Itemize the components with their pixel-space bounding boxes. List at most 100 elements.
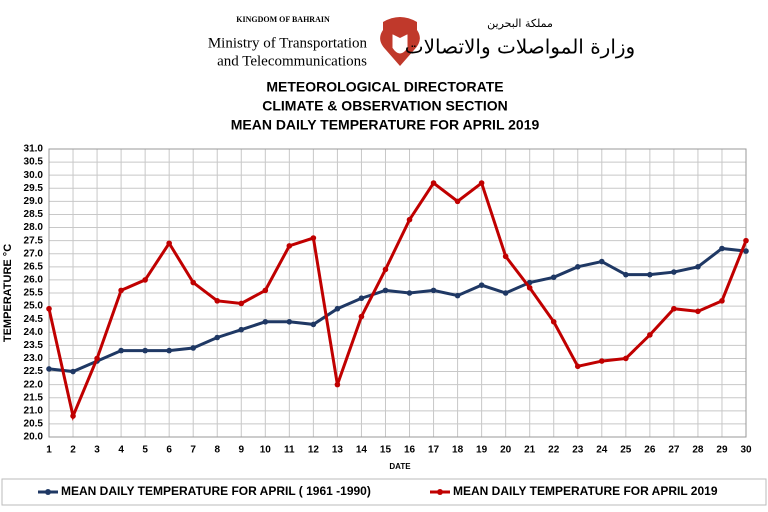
chart-subtitle: CLIMATE & OBSERVATION SECTION: [262, 98, 508, 114]
x-tick-label: 10: [260, 445, 272, 456]
point: [358, 313, 365, 320]
x-tick-label: 13: [332, 445, 344, 456]
point: [647, 332, 653, 338]
y-tick-label: 21.0: [24, 405, 44, 416]
point: [406, 216, 413, 223]
point: [430, 180, 437, 186]
ministry-name: Ministry of Transportation: [208, 35, 368, 51]
ministry-name: and Telecommunications: [217, 53, 367, 69]
point: [46, 305, 52, 312]
x-tick-label: 30: [740, 445, 752, 456]
point: [598, 258, 605, 265]
y-tick-label: 30.0: [24, 170, 44, 181]
x-tick-label: 14: [356, 445, 368, 456]
legend-box: [1, 478, 767, 506]
x-tick-label: 2: [70, 445, 76, 456]
y-tick-label: 24.0: [24, 327, 44, 338]
point: [478, 180, 485, 186]
point: [190, 279, 197, 286]
point: [550, 274, 557, 281]
point: [262, 287, 269, 294]
point: [262, 319, 269, 325]
point: [719, 298, 725, 304]
y-tick-label: 29.0: [24, 196, 44, 207]
point: [334, 305, 341, 312]
x-tick-label: 1: [46, 445, 52, 456]
x-tick-label: 29: [716, 445, 728, 456]
x-tick-label: 12: [308, 445, 320, 456]
y-tick-label: 28.5: [24, 209, 44, 220]
point: [454, 292, 461, 299]
arabic-country: مملكة البحرين: [487, 17, 553, 30]
point: [502, 290, 509, 296]
series-line: [48, 246, 747, 374]
chart-title: MEAN DAILY TEMPERATURE FOR APRIL 2019: [231, 117, 540, 133]
legend-label: MEAN DAILY TEMPERATURE FOR APRIL ( 1961 …: [61, 484, 371, 498]
country-name: KINGDOM OF BAHRAIN: [236, 15, 330, 24]
point: [647, 271, 653, 278]
point: [406, 290, 413, 296]
x-tick-label: 9: [238, 445, 244, 456]
legend-swatch: [45, 489, 51, 495]
point: [695, 308, 701, 315]
point: [190, 345, 197, 351]
point: [166, 347, 172, 354]
point: [46, 366, 52, 372]
y-tick-label: 21.5: [24, 392, 44, 403]
point: [719, 245, 725, 252]
point: [502, 253, 509, 260]
point: [623, 355, 629, 362]
x-tick-label: 25: [620, 445, 632, 456]
point: [743, 248, 749, 254]
point: [671, 269, 677, 275]
x-tick-label: 16: [404, 445, 416, 456]
x-tick-label: 3: [94, 445, 100, 456]
x-axis-label: DATE: [389, 462, 411, 471]
point: [526, 284, 533, 291]
point: [310, 235, 317, 241]
y-tick-label: 27.0: [24, 248, 44, 259]
x-tick-label: 4: [118, 445, 124, 456]
plot-border: [48, 148, 747, 438]
y-tick-label: 24.5: [24, 314, 44, 325]
x-tick-label: 26: [644, 445, 656, 456]
y-tick-label: 26.5: [24, 261, 44, 272]
point: [118, 287, 124, 294]
x-tick-label: 11: [284, 445, 295, 456]
x-tick-label: 7: [190, 445, 196, 456]
y-tick-label: 29.5: [24, 183, 44, 194]
chart-title: METEOROLOGICAL DIRECTORATE: [266, 79, 503, 95]
x-tick-label: 21: [524, 445, 536, 456]
arabic-ministry: وزارة المواصلات والاتصالات: [405, 35, 635, 59]
point: [142, 277, 148, 283]
y-tick-label: 25.5: [24, 288, 44, 299]
series-line: [47, 180, 748, 421]
x-tick-label: 15: [380, 445, 392, 456]
point: [70, 368, 76, 375]
y-tick-label: 31.0: [24, 144, 44, 155]
legend-label: MEAN DAILY TEMPERATURE FOR APRIL 2019: [453, 484, 718, 498]
point: [214, 334, 221, 341]
x-tick-label: 24: [596, 445, 608, 456]
x-tick-label: 28: [692, 445, 704, 456]
point: [286, 243, 293, 249]
point: [94, 355, 100, 362]
y-axis-label: TEMPERATURE °C: [2, 244, 14, 342]
point: [454, 198, 461, 205]
x-tick-label: 18: [452, 445, 464, 456]
point: [574, 264, 581, 270]
x-tick-label: 5: [142, 445, 148, 456]
point: [166, 240, 172, 247]
point: [478, 282, 485, 288]
point: [142, 347, 148, 354]
x-tick-label: 19: [476, 445, 488, 456]
point: [695, 264, 701, 270]
point: [118, 347, 124, 354]
x-tick-label: 6: [166, 445, 172, 456]
y-tick-label: 27.5: [24, 235, 44, 246]
y-tick-label: 28.0: [24, 222, 44, 233]
point: [334, 381, 341, 388]
point: [574, 363, 581, 370]
point: [310, 321, 317, 328]
x-tick-label: 20: [500, 445, 512, 456]
